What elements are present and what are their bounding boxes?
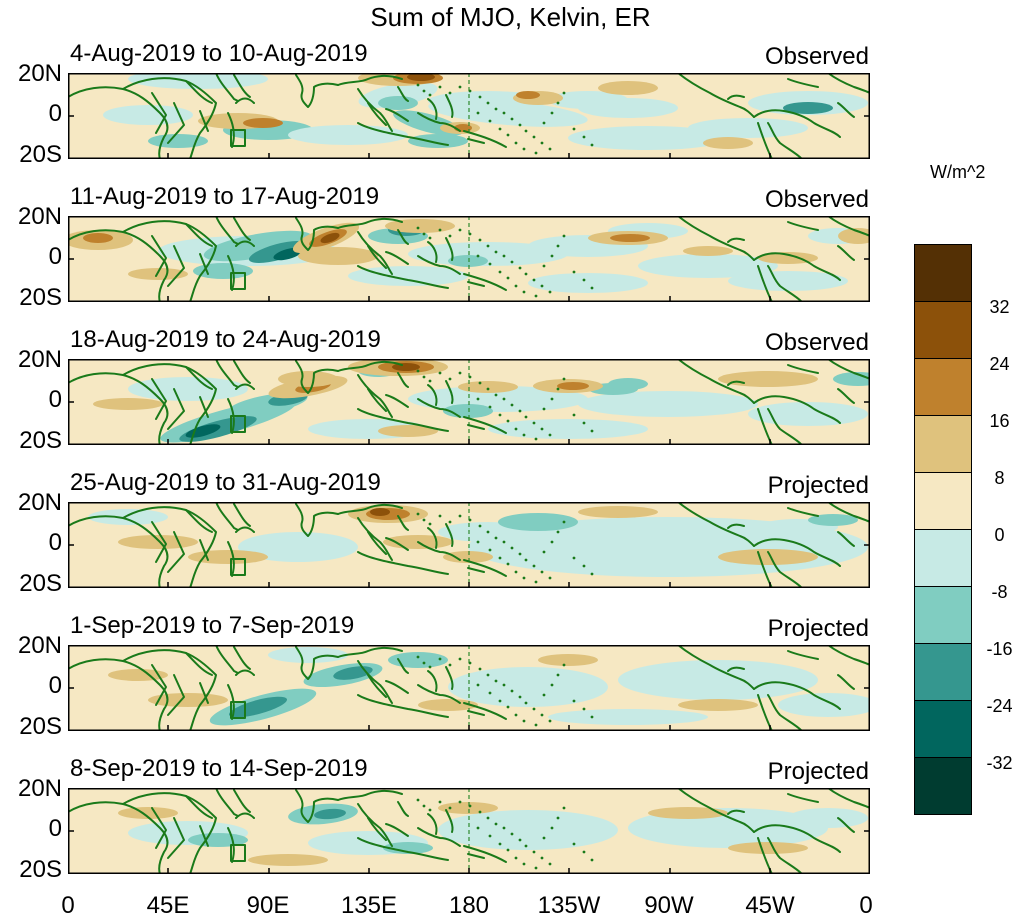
panel-status: Observed: [764, 186, 869, 213]
anomaly-contours: [108, 647, 870, 726]
colorbar-swatch: [914, 586, 972, 644]
figure-title: Sum of MJO, Kelvin, ER: [370, 2, 651, 32]
longitude-axis-labels: 0 45E 90E 135E 180 135W 90W 45W 0: [0, 892, 1021, 922]
anomaly-contours: [68, 219, 870, 293]
lon-label: 0: [859, 892, 873, 919]
lat-label: 20S: [19, 856, 62, 883]
lat-label: 20S: [19, 141, 62, 168]
lat-label: 20N: [17, 775, 62, 802]
map-panel: 18-Aug-2019 to 24-Aug-2019 Observed 20N 0 20…: [0, 326, 1021, 469]
colorbar-label: 16: [989, 411, 1010, 431]
colorbar-swatch: [914, 757, 972, 815]
map-panel: 25-Aug-2019 to 31-Aug-2019 Projected 20N 0 2…: [0, 469, 1021, 612]
anomaly-map: [68, 502, 870, 588]
colorbar-swatch: [914, 244, 972, 302]
lat-label: 0: [48, 100, 62, 127]
lat-label: 20N: [17, 632, 62, 659]
anomaly-map: [68, 73, 870, 159]
anomaly-map: [68, 788, 870, 874]
colorbar: [914, 244, 972, 815]
panel-status: Observed: [764, 329, 869, 356]
lon-label: 45E: [146, 892, 190, 919]
colorbar-label: 0: [994, 525, 1005, 545]
colorbar-swatch: [914, 700, 972, 758]
lon-label: 135W: [537, 892, 601, 919]
colorbar-swatch: [914, 472, 972, 530]
anomaly-contours: [118, 802, 868, 866]
colorbar-swatch: [914, 301, 972, 359]
colorbar-label: -24: [986, 696, 1013, 716]
map-panel: 1-Sep-2019 to 7-Sep-2019 Projected 20N 0 20S: [0, 612, 1021, 755]
lat-label: 20N: [17, 346, 62, 373]
lat-label: 0: [48, 815, 62, 842]
lon-label: 45W: [745, 892, 795, 919]
colorbar-unit: W/m^2: [930, 162, 986, 182]
map-panel: 11-Aug-2019 to 17-Aug-2019 Observed 20N 0 20…: [0, 183, 1021, 326]
anomaly-map: [68, 645, 870, 731]
anomaly-contours: [88, 505, 868, 577]
colorbar-label: 32: [989, 297, 1010, 317]
lat-label: 0: [48, 386, 62, 413]
colorbar-swatch: [914, 643, 972, 701]
panel-date-range: 11-Aug-2019 to 17-Aug-2019: [70, 183, 380, 210]
lat-label: 20N: [17, 489, 62, 516]
colorbar-label: 8: [994, 468, 1005, 488]
colorbar-label: -8: [991, 582, 1008, 602]
anomaly-map: [68, 359, 870, 445]
lat-label: 20S: [19, 427, 62, 454]
lat-label: 20S: [19, 570, 62, 597]
lat-label: 0: [48, 243, 62, 270]
lat-label: 20S: [19, 713, 62, 740]
lat-label: 20N: [17, 203, 62, 230]
lon-label: 90W: [644, 892, 694, 919]
lat-label: 0: [48, 672, 62, 699]
colorbar-swatch: [914, 529, 972, 587]
lon-label: 90E: [246, 892, 290, 919]
map-panel: 4-Aug-2019 to 10-Aug-2019 Observed 20N 0 20S: [0, 40, 1021, 183]
lon-label: 135E: [340, 892, 398, 919]
panel-date-range: 1-Sep-2019 to 7-Sep-2019: [70, 612, 355, 639]
colorbar-swatch: [914, 358, 972, 416]
panel-status: Projected: [767, 472, 869, 499]
panel-date-range: 4-Aug-2019 to 10-Aug-2019: [70, 40, 368, 67]
colorbar-label: -32: [986, 753, 1013, 773]
panel-status: Projected: [767, 758, 869, 785]
panel-date-range: 25-Aug-2019 to 31-Aug-2019: [70, 469, 381, 496]
map-panel: 8-Sep-2019 to 14-Sep-2019 Projected 20N 0 20…: [0, 755, 1021, 898]
colorbar-label: -16: [986, 639, 1013, 659]
lon-label: 0: [61, 892, 75, 919]
anomaly-map: [68, 216, 870, 302]
lat-label: 20N: [17, 60, 62, 87]
panel-date-range: 8-Sep-2019 to 14-Sep-2019: [70, 755, 368, 782]
colorbar-swatch: [914, 415, 972, 473]
lon-label: 180: [448, 892, 490, 919]
lat-label: 0: [48, 529, 62, 556]
lat-label: 20S: [19, 284, 62, 311]
panel-status: Observed: [764, 43, 869, 70]
panel-status: Projected: [767, 615, 869, 642]
colorbar-label: 24: [989, 354, 1010, 374]
panel-date-range: 18-Aug-2019 to 24-Aug-2019: [70, 326, 381, 353]
